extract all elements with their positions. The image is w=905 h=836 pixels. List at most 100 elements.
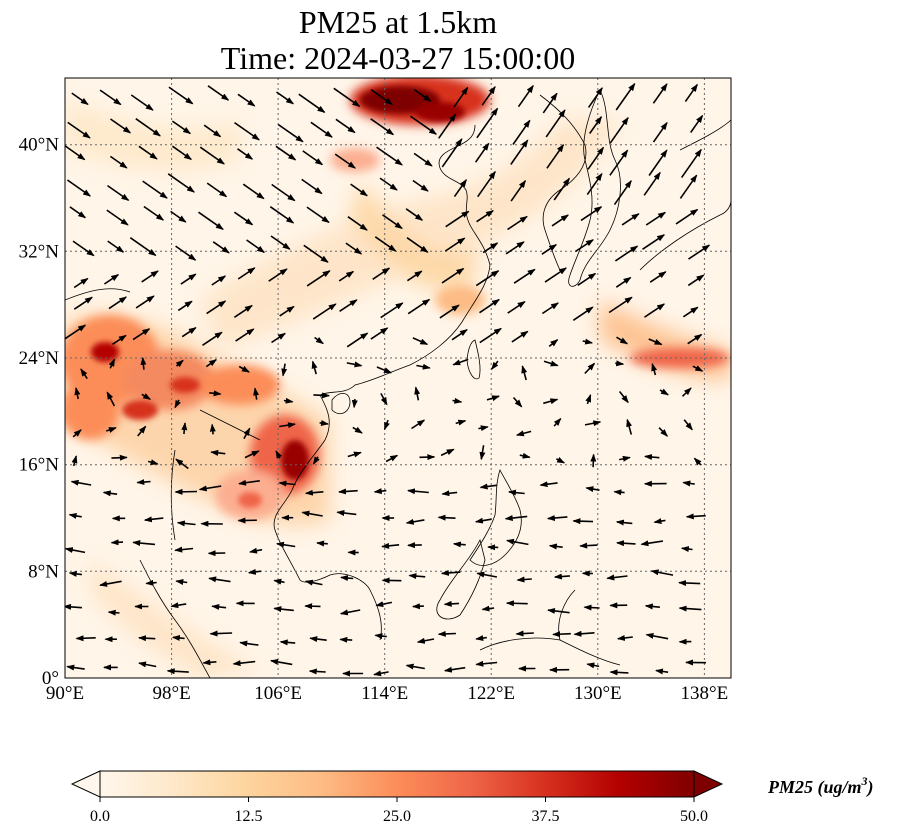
wind-arrow [65,547,86,554]
wind-arrow [515,430,532,437]
wind-arrow [585,486,600,493]
wind-arrow [609,669,629,676]
wind-arrow [441,138,463,168]
wind-arrow [174,399,181,409]
wind-arrow [475,635,487,642]
map-subtitle-time: Time: 2024-03-27 15:00:00 [220,40,576,76]
wind-arrow [345,242,363,255]
wind-arrow [108,358,116,369]
wind-arrow [375,601,393,608]
wind-arrow [541,244,558,255]
wind-arrow [166,668,189,675]
wind-arrow [270,235,291,250]
wind-arrow [171,634,185,641]
wind-arrow [548,543,563,550]
wind-arrow [615,360,625,367]
wind-arrow [283,397,294,404]
wind-arrow [140,356,147,370]
wind-arrow [682,480,695,487]
wind-arrow [543,398,559,405]
wind-arrow [616,336,629,345]
wind-arrow [235,328,255,342]
colorbar-gradient [99,770,695,798]
wind-arrow [130,94,154,111]
wind-arrow [105,427,117,433]
wind-arrow [202,659,217,666]
wind-arrow [476,210,494,223]
wind-arrow [171,145,193,161]
wind-arrow [199,146,225,165]
wind-arrow [552,631,571,638]
wind-arrow [175,579,188,585]
wind-arrow [412,179,429,192]
wind-arrow [198,485,222,492]
wind-arrow [644,303,666,318]
wind-arrow [645,632,669,640]
wind-arrow [453,178,467,198]
wind-arrow [306,270,331,287]
wind-arrow [376,366,392,374]
wind-arrow [347,451,362,458]
lon-tick-label: 130°E [574,683,622,704]
wind-arrow [548,339,559,348]
wind-arrow [512,396,523,408]
wind-arrow [65,603,82,610]
wind-arrow [474,142,490,163]
wind-arrow [253,387,260,400]
lon-tick-label: 98°E [152,683,190,704]
wind-arrow [506,538,529,546]
wind-arrow [615,82,636,111]
wind-arrow [678,580,701,586]
wind-arrow [650,569,674,576]
wind-arrow [513,268,536,284]
wind-arrow [69,206,87,219]
wind-arrow [73,277,89,289]
wind-arrow [541,302,559,315]
wind-arrow [685,513,706,520]
wind-arrow [106,391,116,407]
colorbar-tick-label: 0.0 [90,808,110,825]
wind-arrow [556,456,566,464]
wind-arrow [451,329,468,341]
wind-arrow [680,546,693,553]
wind-arrow [107,609,120,616]
wind-arrow [278,480,296,487]
wind-arrow [416,637,435,644]
wind-arrow [475,270,500,287]
wind-arrow [507,301,526,314]
wind-arrow [207,85,230,101]
wind-arrow [583,604,600,611]
wind-arrow [411,603,424,610]
wind-arrow [640,540,664,547]
wind-arrow [171,120,192,135]
colorbar-tick-label: 50.0 [680,808,708,825]
wind-arrow [659,388,669,396]
wind-arrow [580,206,603,222]
wind-arrow [380,393,388,406]
wind-arrow [481,85,496,106]
wind-arrow [479,298,500,314]
wind-arrow [643,171,661,196]
wind-arrow [202,331,223,346]
wind-arrow [269,206,295,224]
wind-arrow [180,273,197,285]
wind-arrow [244,450,260,459]
wind-arrow [211,603,227,610]
wind-arrow [279,639,296,646]
wind-arrow [270,658,293,666]
wind-arrow [238,365,250,373]
lon-tick-label: 122°E [467,683,515,704]
wind-arrow [109,155,128,169]
lat-tick-label: 8°N [28,561,59,582]
wind-arrow [174,546,194,553]
wind-arrow [376,146,403,166]
wind-arrow [306,206,330,224]
wind-arrow [475,660,498,667]
wind-arrow [209,630,233,637]
wind-arrow [443,600,460,607]
wind-arrow [239,640,259,647]
wind-arrow [616,540,636,547]
wind-arrow [649,271,667,283]
wind-arrow [316,540,328,547]
wind-arrow [304,489,324,496]
